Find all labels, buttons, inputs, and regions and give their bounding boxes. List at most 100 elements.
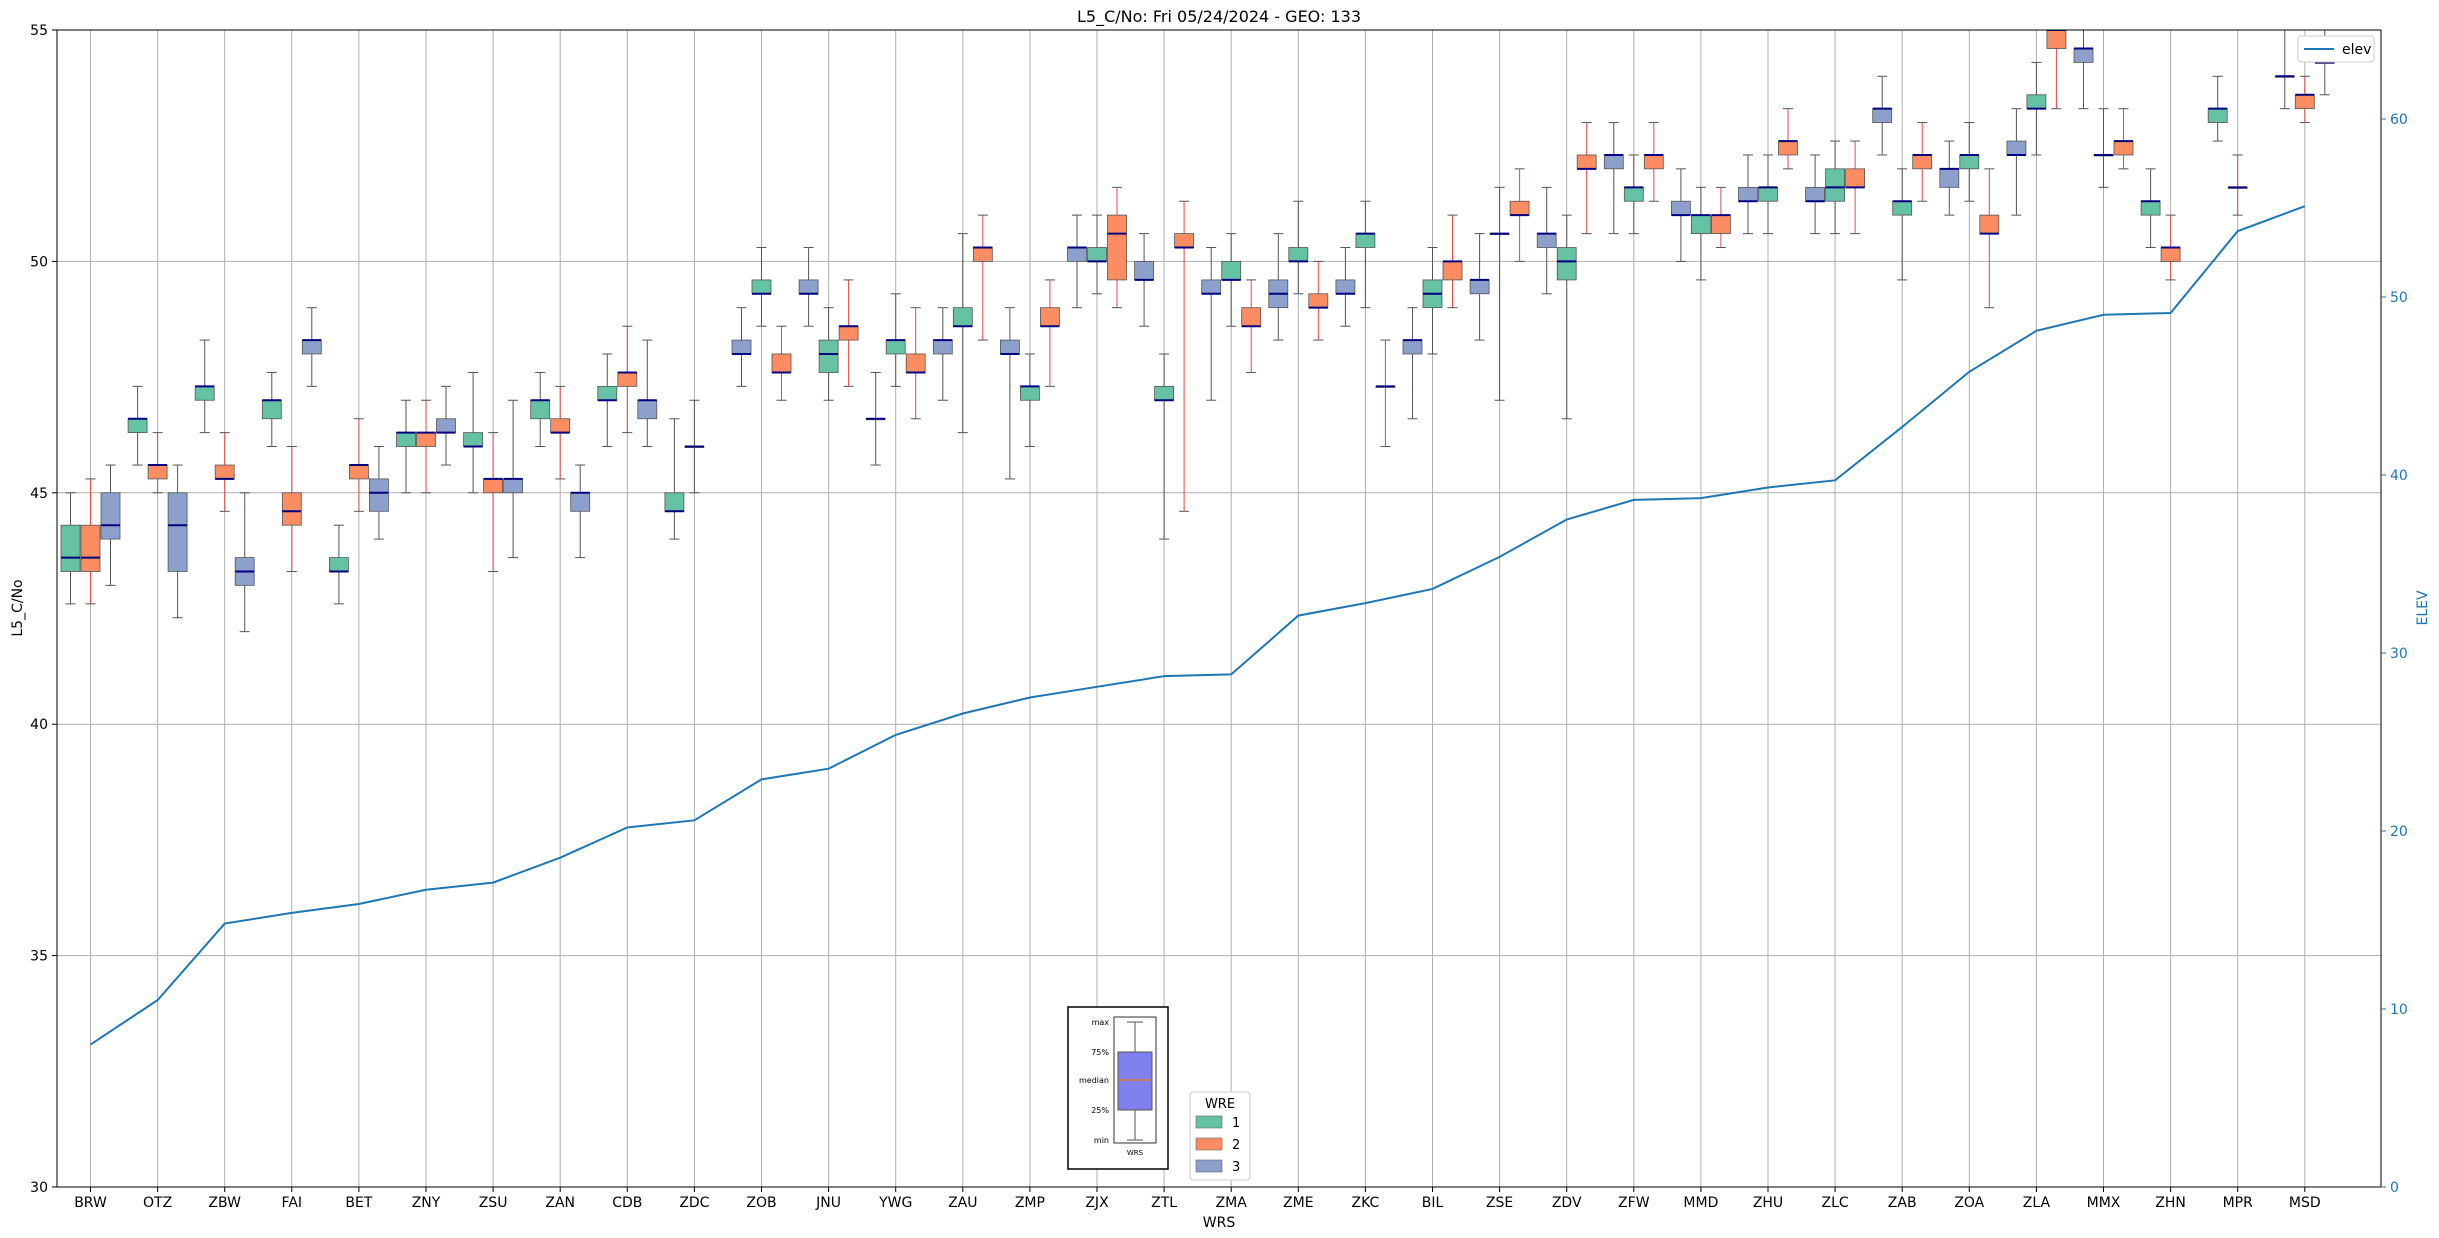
box-JNU-wre2 [838, 279, 859, 387]
box-ZHN-wre2 [2160, 214, 2181, 281]
box-body [952, 307, 973, 327]
box-ZSE-wre3 [1469, 233, 1490, 341]
x-tick-label: MMD [1683, 1195, 1718, 1211]
box-body [1711, 214, 1731, 235]
wre-legend-swatch-1 [1195, 1115, 1223, 1129]
box-key-box [1117, 1051, 1153, 1111]
x-tick-label: ZSU [479, 1195, 508, 1211]
box-body [100, 492, 121, 540]
box-ZLA-wre2 [2046, 30, 2067, 110]
box-body [261, 399, 282, 420]
y-tick-label: 55 [30, 23, 48, 39]
box-body [2140, 200, 2161, 216]
box-body [1221, 260, 1242, 281]
box-ZSU-wre1 [463, 371, 484, 494]
elev-legend-label: elev [2342, 42, 2371, 58]
box-ZDV-wre2 [1576, 122, 1597, 235]
x-tick-label: ZAU [948, 1195, 977, 1211]
box-CDB-wre2 [617, 325, 638, 434]
box-body [1805, 186, 1825, 202]
x-tick-label: ZME [1283, 1195, 1314, 1211]
x-tick-label: ZBW [208, 1195, 241, 1211]
box-body [1623, 186, 1644, 202]
box-body [751, 279, 772, 295]
box-BIL-wre3 [1402, 307, 1423, 420]
elev-line [89, 205, 2306, 1046]
wre-legend-label-1: 1 [1232, 1116, 1240, 1131]
box-BET-wre2 [348, 418, 369, 512]
box-body [281, 492, 302, 526]
x-tick-label: ZLC [1822, 1195, 1849, 1211]
box-ZME-wre2 [1308, 260, 1329, 341]
box-body [1067, 247, 1087, 262]
box-body [1087, 247, 1107, 262]
x-tick-label: OTZ [143, 1195, 172, 1211]
box-ZDV-wre3 [1536, 186, 1557, 295]
y-tick-label: 50 [30, 254, 48, 270]
x-tick-label: ZOA [1954, 1195, 1984, 1211]
box-body [127, 418, 148, 434]
box-body [1107, 214, 1127, 281]
box-body [1556, 247, 1577, 281]
box-ZSE-wre1 [1489, 186, 1510, 401]
box-body [1040, 307, 1060, 327]
box-ZKC-wre3 [1335, 247, 1356, 327]
box-body [214, 464, 235, 480]
box-ZLA-wre1 [2026, 61, 2047, 156]
y-axis-label: L5_C/No [10, 579, 26, 636]
box-FAI-wre2 [281, 446, 302, 572]
box-body [771, 353, 792, 373]
box-ZNY-wre3 [436, 385, 456, 466]
x-tick-label: BIL [1422, 1195, 1444, 1211]
box-ZTL-wre3 [1134, 233, 1154, 327]
box-MMX-wre3 [2073, 30, 2094, 110]
y-axis: 30 35 40 45 50 55 [30, 23, 57, 1196]
box-ZOA-wre1 [1959, 122, 1980, 202]
box-key: max 75% median 25% min WRS [1067, 1006, 1169, 1170]
box-MMX-wre1 [2093, 108, 2114, 188]
x-axis: BRW OTZ ZBW FAI BET ZNY ZSU ZAN CDB ZDC ZOB JNU YWG Z… [74, 1187, 2321, 1211]
box-ZDC-wre1 [664, 418, 685, 540]
box-MMD-wre3 [1671, 168, 1691, 262]
x-tick-label: ZDC [679, 1195, 709, 1211]
box-YWG-wre2 [905, 307, 926, 420]
box-body [570, 492, 591, 512]
box-key-inner-frame [1113, 1016, 1157, 1144]
chart-title: L5_C/No: Fri 05/24/2024 - GEO: 133 [1077, 7, 1361, 27]
box-ZJX-wre2 [1107, 186, 1127, 309]
box-body [2046, 30, 2067, 49]
box-ZNY-wre2 [416, 399, 436, 494]
x-tick-label: ZAN [545, 1195, 575, 1211]
box-OTZ-wre2 [147, 432, 168, 494]
box-ZAN-wre3 [570, 464, 591, 559]
box-ZSE-wre2 [1509, 168, 1530, 262]
box-ZFW-wre1 [1623, 154, 1644, 235]
box-body [2073, 48, 2094, 63]
box-BIL-wre1 [1422, 247, 1443, 355]
box-ZNY-wre1 [396, 399, 416, 494]
box-body [1201, 279, 1222, 295]
box-body [2006, 140, 2027, 156]
box-body [1643, 154, 1664, 170]
box-MPR-wre2 [2227, 154, 2248, 216]
x-tick-label: ZTL [1151, 1195, 1177, 1211]
box-body [1442, 260, 1463, 281]
box-ZKC-wre2 [1375, 339, 1396, 448]
x-tick-label: MMX [2087, 1195, 2121, 1211]
box-ZMA-wre1 [1221, 233, 1242, 327]
x-tick-label: ZKC [1352, 1195, 1380, 1211]
box-key-label-25: 25% [1091, 1106, 1109, 1115]
box-body [1288, 247, 1309, 262]
x-tick-label: FAI [282, 1195, 302, 1211]
box-ZMA-wre2 [1241, 279, 1262, 373]
wre-legend-title: WRE [1205, 1097, 1235, 1112]
box-body [1308, 293, 1329, 309]
box-BET-wre3 [368, 446, 389, 540]
box-ZAB-wre2 [1912, 122, 1933, 202]
box-JNU-wre3 [798, 247, 819, 327]
box-MSD-wre1 [2274, 30, 2295, 110]
box-body [1845, 168, 1865, 188]
box-OTZ-wre3 [167, 464, 188, 619]
box-ZSU-wre2 [483, 432, 504, 572]
